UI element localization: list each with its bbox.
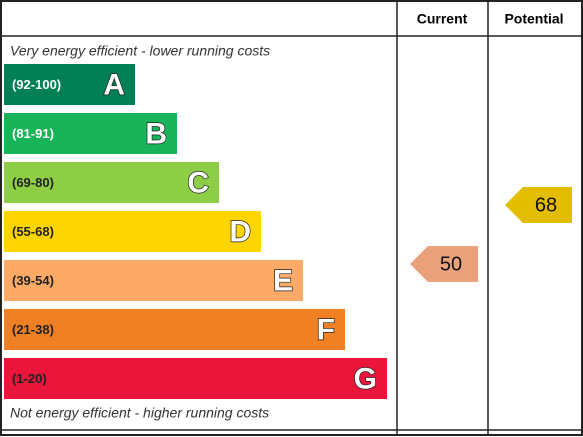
band-bar xyxy=(4,162,219,203)
current-header: Current xyxy=(417,11,468,27)
band-letter: B xyxy=(145,117,167,150)
band-letter: F xyxy=(317,313,335,346)
arrow-shape xyxy=(410,246,478,282)
band-bar xyxy=(4,260,303,301)
band-range: (69-80) xyxy=(12,175,54,190)
top-note: Very energy efficient - lower running co… xyxy=(10,43,270,59)
potential-arrow: 68 xyxy=(505,187,572,223)
potential-header: Potential xyxy=(504,11,563,27)
band-range: (39-54) xyxy=(12,273,54,288)
band-bar xyxy=(4,358,387,399)
band-range: (81-91) xyxy=(12,126,54,141)
current-value: 50 xyxy=(440,253,462,275)
band-range: (55-68) xyxy=(12,224,54,239)
bands: (92-100) A (81-91) B (69-80) C (55-68) D (39-54)… xyxy=(4,64,387,399)
band-range: (21-38) xyxy=(12,322,54,337)
bottom-note: Not energy efficient - higher running co… xyxy=(10,405,269,421)
potential-value: 68 xyxy=(535,194,557,216)
band-bar xyxy=(4,211,261,252)
arrow-shape xyxy=(505,187,572,223)
band-letter: E xyxy=(273,264,293,297)
band-letter: C xyxy=(187,166,209,199)
current-arrow: 50 xyxy=(410,246,478,282)
band-bar xyxy=(4,309,345,350)
band-range: (1-20) xyxy=(12,371,47,386)
band-letter: A xyxy=(103,68,125,101)
band-letter: D xyxy=(229,215,251,248)
band-letter: G xyxy=(354,362,377,395)
band-bar xyxy=(4,64,135,105)
band-bar xyxy=(4,113,177,154)
band-range: (92-100) xyxy=(12,77,61,92)
